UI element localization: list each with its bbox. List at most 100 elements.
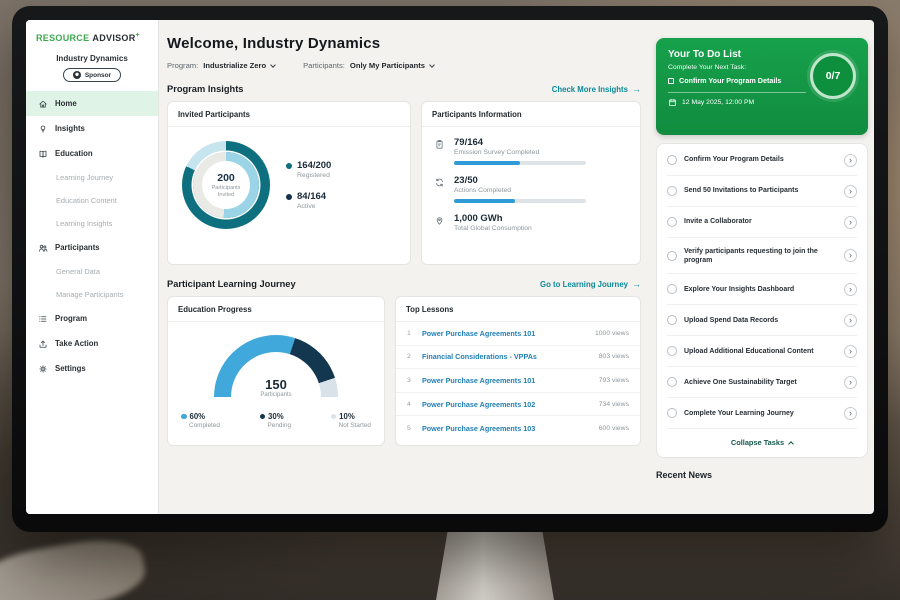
chevron-right-icon[interactable]: › xyxy=(844,313,857,327)
monitor-bezel: RESOURCE ADVISOR+ Industry Dynamics Spons… xyxy=(12,6,888,532)
sidebar-item-settings[interactable]: Settings xyxy=(26,356,158,381)
sidebar-item-learning-journey[interactable]: Learning Journey xyxy=(26,166,158,189)
task-row[interactable]: Confirm Your Program Details › xyxy=(667,145,857,176)
nav-label: Learning Insights xyxy=(56,219,113,228)
chevron-right-icon[interactable]: › xyxy=(844,249,857,263)
chevron-right-icon[interactable]: › xyxy=(844,184,857,198)
participants-filter-dropdown[interactable]: Only My Participants xyxy=(349,61,435,70)
legend-value: 164/200 xyxy=(297,160,332,171)
participants-information-card: Participants Information 79/164 Emission… xyxy=(421,101,641,265)
task-row[interactable]: Complete Your Learning Journey › xyxy=(667,398,857,430)
chevron-right-icon[interactable]: › xyxy=(844,282,857,296)
clipboard-icon xyxy=(434,139,445,150)
sidebar-item-learning-insights[interactable]: Learning Insights xyxy=(26,212,158,235)
todo-summary-card: Your To Do List Complete Your Next Task:… xyxy=(656,38,868,135)
task-row[interactable]: Explore Your Insights Dashboard › xyxy=(667,274,857,306)
invited-participants-body: 200 Participants Invited 164/200 xyxy=(168,127,410,229)
collapse-tasks-label: Collapse Tasks xyxy=(730,438,785,448)
lesson-link[interactable]: Power Purchase Agreements 101 xyxy=(422,375,536,385)
sidebar-item-education[interactable]: Education xyxy=(26,141,158,166)
section-title: Program Insights xyxy=(167,84,244,94)
metric-value: 23/50 xyxy=(454,175,478,186)
task-row[interactable]: Achieve One Sustainability Target › xyxy=(667,367,857,399)
task-checkbox[interactable] xyxy=(667,217,677,227)
progress-bar-fill xyxy=(454,161,520,165)
arrow-right-icon: → xyxy=(632,84,641,94)
nav-label: Learning Journey xyxy=(56,173,114,182)
gauge-center: 150 Participants xyxy=(214,377,338,398)
sidebar-item-program[interactable]: Program xyxy=(26,306,158,331)
todo-due-date: 12 May 2025, 12:00 PM xyxy=(668,98,856,107)
lesson-views: 803 views xyxy=(598,353,629,361)
task-row[interactable]: Upload Spend Data Records › xyxy=(667,305,857,337)
lesson-link[interactable]: Financial Considerations - VPPAs xyxy=(422,352,537,362)
chevron-right-icon[interactable]: › xyxy=(844,153,857,167)
lesson-link[interactable]: Power Purchase Agreements 102 xyxy=(422,399,536,409)
task-label: Upload Additional Educational Content xyxy=(684,347,814,355)
lesson-rank: 5 xyxy=(407,424,411,432)
todo-next-task[interactable]: Confirm Your Program Details xyxy=(668,76,806,86)
lesson-row[interactable]: 5 Power Purchase Agreements 103 600 view… xyxy=(396,416,640,440)
lesson-row[interactable]: 3 Power Purchase Agreements 101 793 view… xyxy=(396,369,640,393)
task-label: Invite a Collaborator xyxy=(684,218,752,226)
collapse-tasks-button[interactable]: Collapse Tasks xyxy=(667,429,857,456)
task-checkbox[interactable] xyxy=(667,250,677,261)
task-row[interactable]: Verify participants requesting to join t… xyxy=(667,238,857,275)
nav-label: General Data xyxy=(56,267,100,276)
check-more-insights-link[interactable]: Check More Insights → xyxy=(551,84,641,95)
desk-object xyxy=(0,531,150,600)
task-row[interactable]: Invite a Collaborator › xyxy=(667,207,857,238)
participants-filter-value: Only My Participants xyxy=(349,61,426,70)
chevron-right-icon[interactable]: › xyxy=(844,215,857,229)
lesson-row[interactable]: 2 Financial Considerations - VPPAs 803 v… xyxy=(396,346,640,370)
task-checkbox[interactable] xyxy=(667,155,677,165)
checkbox-icon[interactable] xyxy=(668,78,674,85)
page-title: Welcome, Industry Dynamics xyxy=(167,35,381,52)
calendar-icon xyxy=(668,98,677,107)
right-panel: Your To Do List Complete Your Next Task:… xyxy=(656,20,868,514)
global-consumption-row: 1,000 GWh Total Global Consumption xyxy=(422,203,640,232)
metric-label: Emission Survey Completed xyxy=(454,149,540,156)
lesson-row[interactable]: 4 Power Purchase Agreements 102 734 view… xyxy=(396,393,640,417)
go-to-learning-journey-link[interactable]: Go to Learning Journey → xyxy=(540,280,641,290)
chevron-right-icon[interactable]: › xyxy=(844,406,857,420)
task-row[interactable]: Upload Additional Educational Content › xyxy=(667,336,857,368)
nav-label: Participants xyxy=(55,243,100,252)
sidebar-item-participants[interactable]: Participants xyxy=(26,235,158,260)
link-label: Check More Insights xyxy=(551,85,628,94)
task-checkbox[interactable] xyxy=(667,284,677,295)
lesson-row[interactable]: 1 Power Purchase Agreements 101 1000 vie… xyxy=(396,322,640,346)
todo-progress-ring: 0/7 xyxy=(810,53,856,99)
legend-value: 10% xyxy=(339,412,355,421)
sidebar-item-take-action[interactable]: Take Action xyxy=(26,331,158,356)
sidebar-item-home[interactable]: Home xyxy=(26,91,158,116)
sidebar-item-general-data[interactable]: General Data xyxy=(26,260,158,283)
task-row[interactable]: Send 50 Invitations to Participants › xyxy=(667,176,857,207)
sidebar-item-education-content[interactable]: Education Content xyxy=(26,189,158,212)
lesson-rank: 2 xyxy=(407,353,411,361)
todo-due-text: 12 May 2025, 12:00 PM xyxy=(682,98,755,106)
program-filter-dropdown[interactable]: Industrialize Zero xyxy=(203,61,276,70)
task-checkbox[interactable] xyxy=(667,408,677,419)
gauge-legend: 60% Completed 30% Pending 10% Not Starte… xyxy=(168,412,384,429)
sidebar-item-manage-participants[interactable]: Manage Participants xyxy=(26,283,158,306)
learning-journey-header: Participant Learning Journey Go to Learn… xyxy=(167,279,641,289)
nav-label: Insights xyxy=(55,124,85,133)
sidebar-item-insights[interactable]: Insights xyxy=(26,116,158,141)
donut-center: 200 Participants Invited xyxy=(202,161,250,209)
task-checkbox[interactable] xyxy=(667,377,677,388)
card-title: Invited Participants xyxy=(168,102,410,127)
chevron-right-icon[interactable]: › xyxy=(844,375,857,389)
card-title: Participants Information xyxy=(422,102,640,127)
task-label: Achieve One Sustainability Target xyxy=(684,378,797,386)
task-checkbox[interactable] xyxy=(667,186,677,196)
lesson-link[interactable]: Power Purchase Agreements 103 xyxy=(422,423,536,433)
lesson-views: 1000 views xyxy=(594,329,629,337)
chevron-up-icon xyxy=(788,440,794,447)
task-checkbox[interactable] xyxy=(667,346,677,357)
refresh-icon xyxy=(434,177,445,188)
task-checkbox[interactable] xyxy=(667,315,677,326)
chevron-right-icon[interactable]: › xyxy=(844,344,857,358)
lesson-link[interactable]: Power Purchase Agreements 101 xyxy=(422,328,536,338)
legend-item-active: 84/164 Active xyxy=(286,191,331,210)
